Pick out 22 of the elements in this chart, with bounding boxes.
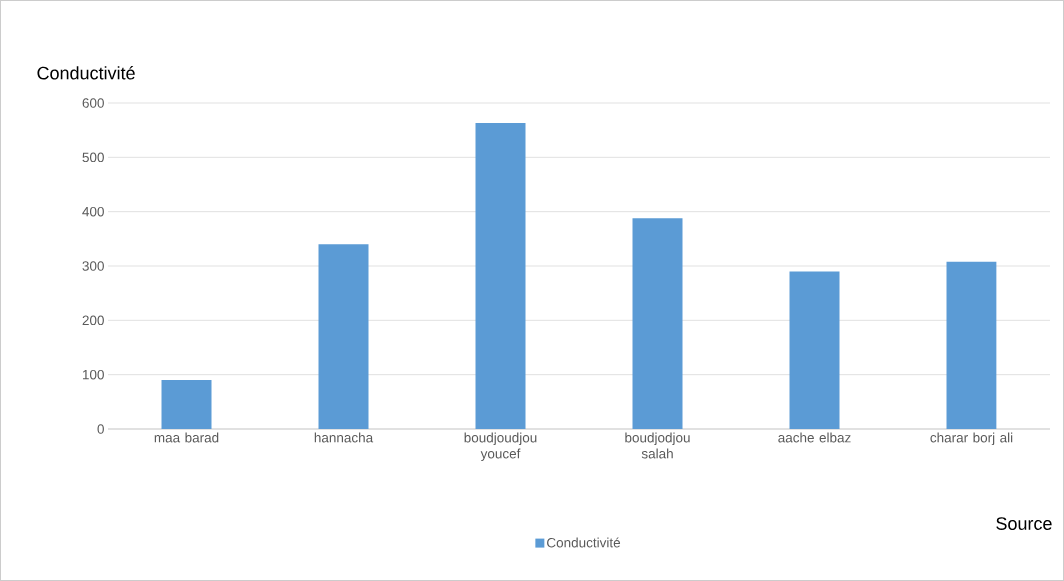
- x-tick-label: boudjodjou salah: [625, 432, 690, 459]
- x-tick-label: aache elbaz: [778, 432, 851, 443]
- y-tick-label: 600: [82, 98, 104, 108]
- bar: [789, 271, 840, 429]
- x-tick-label: boudjoudjou youcef: [464, 432, 537, 462]
- bar: [946, 261, 997, 429]
- x-tick-label: maa barad: [154, 432, 219, 443]
- bar: [632, 218, 683, 429]
- y-tick-label: 400: [82, 206, 104, 217]
- bar: [161, 380, 212, 429]
- y-tick-label: 200: [82, 315, 104, 326]
- legend-label: Conductivité: [547, 537, 621, 548]
- x-tick-label: hannacha: [314, 432, 374, 443]
- x-tick-label: charar borj ali: [930, 432, 1013, 446]
- y-axis-title: Conductivité: [37, 66, 135, 80]
- y-tick-label: 100: [82, 369, 104, 380]
- y-tick-label: 0: [97, 424, 104, 434]
- bar: [318, 244, 369, 429]
- y-tick-label: 500: [82, 152, 104, 163]
- x-axis-title: Source: [996, 517, 1052, 530]
- bar: [475, 123, 526, 429]
- y-tick-label: 300: [82, 261, 104, 271]
